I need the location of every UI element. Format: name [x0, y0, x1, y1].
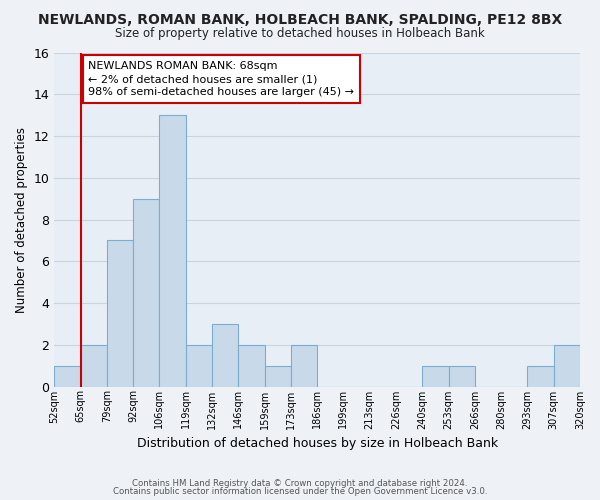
Bar: [54, 366, 80, 386]
Bar: [449, 366, 475, 386]
Bar: [238, 345, 265, 387]
Text: Contains public sector information licensed under the Open Government Licence v3: Contains public sector information licen…: [113, 487, 487, 496]
Bar: [107, 240, 133, 386]
Text: NEWLANDS, ROMAN BANK, HOLBEACH BANK, SPALDING, PE12 8BX: NEWLANDS, ROMAN BANK, HOLBEACH BANK, SPA…: [38, 12, 562, 26]
Bar: [291, 345, 317, 387]
Bar: [527, 366, 554, 386]
Bar: [80, 345, 107, 387]
Bar: [422, 366, 449, 386]
Y-axis label: Number of detached properties: Number of detached properties: [15, 126, 28, 312]
X-axis label: Distribution of detached houses by size in Holbeach Bank: Distribution of detached houses by size …: [137, 437, 498, 450]
Text: Size of property relative to detached houses in Holbeach Bank: Size of property relative to detached ho…: [115, 28, 485, 40]
Text: Contains HM Land Registry data © Crown copyright and database right 2024.: Contains HM Land Registry data © Crown c…: [132, 478, 468, 488]
Bar: [212, 324, 238, 386]
Text: NEWLANDS ROMAN BANK: 68sqm
← 2% of detached houses are smaller (1)
98% of semi-d: NEWLANDS ROMAN BANK: 68sqm ← 2% of detac…: [88, 61, 355, 98]
Bar: [265, 366, 291, 386]
Bar: [554, 345, 580, 387]
Bar: [186, 345, 212, 387]
Bar: [133, 198, 160, 386]
Bar: [160, 115, 186, 386]
